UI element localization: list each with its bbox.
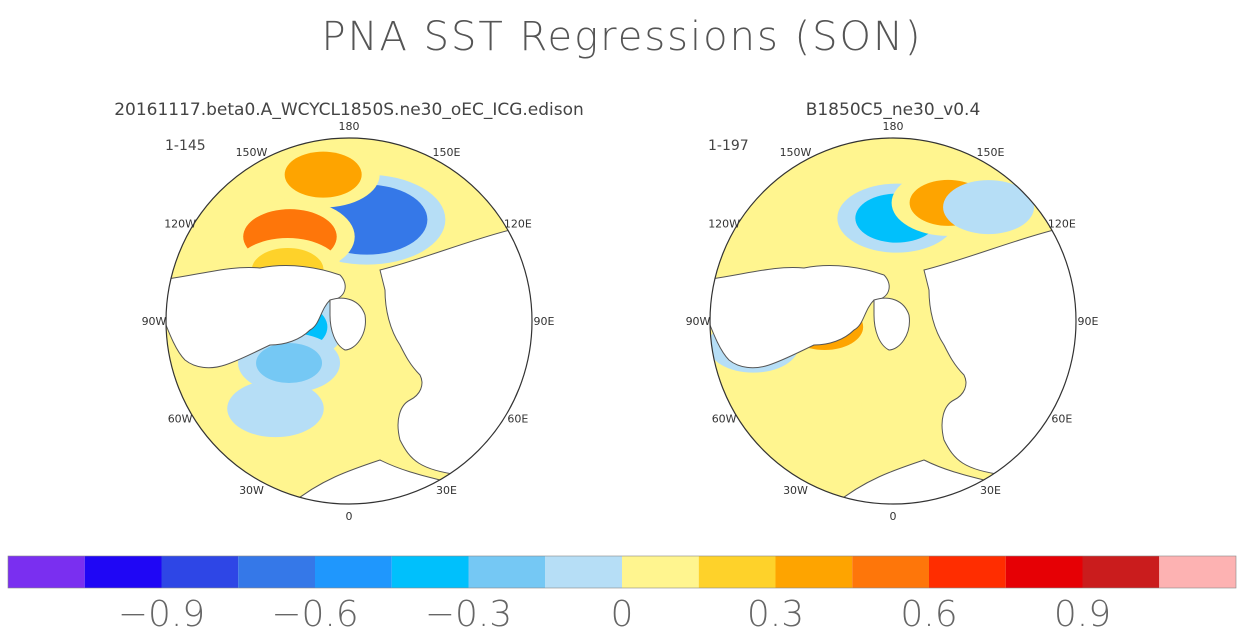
right-lon-label: 120E [1048, 218, 1076, 231]
right-lon-label: 150W [780, 146, 812, 159]
right-eurasia [923, 229, 1076, 476]
right-panel-subtitle: B1850C5_ne30_v0.4 [806, 100, 981, 120]
colorbar-tick-labels: −0.9 −0.6 −0.3 0 0.3 0.6 0.9 [118, 594, 1111, 635]
left-lon-label: 120E [504, 218, 532, 231]
left-greenland [329, 297, 366, 351]
left-eurasia [379, 229, 532, 476]
colorbar-swatch [8, 556, 85, 588]
colorbar-swatch [1005, 556, 1083, 588]
colorbar-swatch [391, 556, 469, 588]
right-land [710, 229, 1076, 504]
right-lon-label: 0 [890, 510, 897, 523]
colorbar-swatch [84, 556, 162, 588]
colorbar-swatch [161, 556, 239, 588]
colorbar-frame [7, 555, 1237, 589]
colorbar [7, 555, 1237, 589]
right-anomaly-north-atlantic-weak-positive [794, 393, 845, 425]
left-map [166, 138, 532, 504]
figure-title: PNA SST Regressions (SON) [321, 14, 922, 60]
right-longitude-labels: 180 150E 120E 90E 60E 30E 0 30W 60W 90W 120W 150W [686, 120, 1099, 523]
colorbar-swatch [852, 556, 929, 588]
left-panel-years: 1-145 [165, 138, 206, 154]
right-map-border [709, 137, 1077, 505]
colorbar-tick-label: 0.9 [1054, 594, 1111, 635]
right-north-america [710, 265, 890, 369]
right-lon-label: 60E [1051, 413, 1072, 426]
colorbar-tick-label: 0.6 [900, 594, 957, 635]
colorbar-tick-label: 0.3 [747, 594, 804, 635]
left-lon-label: 30E [436, 484, 457, 497]
colorbar-swatch [238, 556, 315, 588]
colorbar-swatch [545, 556, 622, 588]
left-longitude-labels: 180 150E 120E 90E 60E 30E 0 30W 60W 90W 120W 150W [142, 120, 555, 523]
colorbar-swatch [468, 556, 546, 588]
colorbar-swatch [698, 556, 776, 588]
right-lon-label: 90W [686, 315, 711, 328]
left-panel-subtitle: 20161117.beta0.A_WCYCL1850S.ne30_oEC_ICG… [114, 100, 584, 120]
right-lon-label: 60W [712, 413, 737, 426]
left-lon-label: 150E [433, 146, 461, 159]
colorbar-tick-label: −0.3 [425, 594, 512, 635]
colorbar-swatch [1159, 556, 1236, 588]
right-map [710, 138, 1076, 504]
left-north-america [166, 265, 346, 369]
right-greenland [873, 297, 910, 351]
left-land [166, 229, 532, 504]
right-lon-label: 180 [883, 120, 904, 133]
left-lon-label: 120W [164, 218, 196, 231]
left-lon-label: 60E [507, 413, 528, 426]
left-lon-label: 60W [168, 413, 193, 426]
right-panel-years: 1-197 [708, 138, 749, 154]
colorbar-tick-label: −0.9 [118, 594, 205, 635]
left-lon-label: 90E [534, 315, 555, 328]
right-lon-label: 120W [708, 218, 740, 231]
right-panel: B1850C5_ne30_v0.4 1-197 180 150E 120E 90E 60… [686, 100, 1099, 523]
right-lon-label: 90E [1078, 315, 1099, 328]
left-anomaly-subtropical-pacific-positive [284, 151, 362, 198]
right-lon-label: 30E [980, 484, 1001, 497]
left-anomaly-north-atlantic-negative [245, 390, 306, 428]
colorbar-swatch [622, 556, 699, 588]
left-panel: 20161117.beta0.A_WCYCL1850S.ne30_oEC_ICG… [114, 100, 584, 523]
colorbar-tick-label: −0.6 [271, 594, 358, 635]
left-map-border [165, 137, 533, 505]
right-anomaly-west-pacific-negative [961, 190, 1017, 225]
left-lon-label: 0 [346, 510, 353, 523]
left-lon-label: 150W [236, 146, 268, 159]
colorbar-swatch [315, 556, 392, 588]
right-lon-label: 150E [977, 146, 1005, 159]
left-lon-label: 180 [339, 120, 360, 133]
left-lon-label: 30W [239, 484, 264, 497]
right-lon-label: 30W [783, 484, 808, 497]
colorbar-swatch [929, 556, 1006, 588]
colorbar-swatch [1082, 556, 1160, 588]
colorbar-swatch [775, 556, 853, 588]
left-lon-label: 90W [142, 315, 167, 328]
colorbar-tick-label: 0 [611, 594, 634, 635]
left-anomaly-labrador-sea-negative [256, 342, 323, 383]
